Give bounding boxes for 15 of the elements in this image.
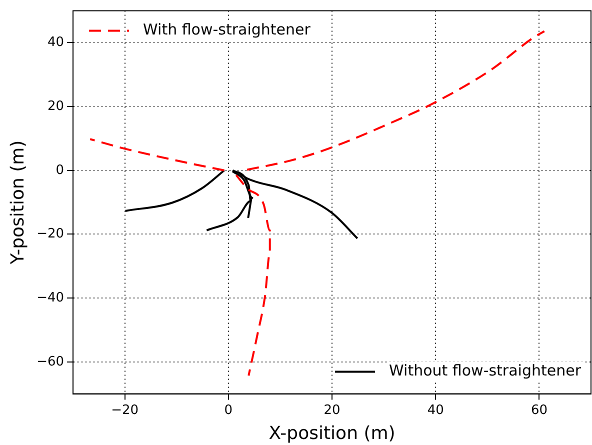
legend-label: With flow-straightener <box>143 20 312 39</box>
legend-label: Without flow-straightener <box>389 362 582 380</box>
y-tick-label: −40 <box>36 290 64 306</box>
x-tick-label: 20 <box>324 402 340 418</box>
y-tick-label: −20 <box>36 226 64 242</box>
y-axis-title: Y-position (m) <box>7 140 28 266</box>
x-axis-title: X-position (m) <box>268 422 396 444</box>
x-tick-label: 0 <box>224 402 233 418</box>
x-tick-label: 60 <box>530 402 548 418</box>
x-tick-label: −20 <box>111 402 139 418</box>
x-tick-label: 40 <box>427 402 444 418</box>
y-tick-label: −60 <box>36 354 64 370</box>
y-tick-label: 20 <box>47 98 64 114</box>
y-tick-label: 40 <box>47 35 64 50</box>
y-tick-label: 0 <box>56 162 64 178</box>
